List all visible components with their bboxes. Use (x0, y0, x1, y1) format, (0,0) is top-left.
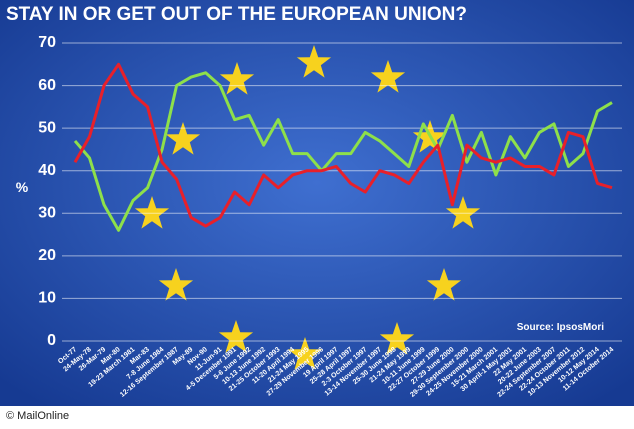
y-tick-label: 60 (38, 77, 56, 94)
y-tick-label: 20 (38, 247, 56, 264)
credit: © MailOnline (6, 410, 69, 422)
footer (0, 406, 634, 424)
y-tick-label: 10 (38, 290, 56, 307)
y-tick-label: 40 (38, 162, 56, 179)
series-line (73, 62, 613, 228)
chart-title: STAY IN OR GET OUT OF THE EUROPEAN UNION… (6, 4, 467, 25)
y-tick-label: 30 (38, 205, 56, 222)
y-tick-label: 0 (47, 332, 56, 349)
y-tick-label: 70 (38, 34, 56, 51)
series-line (73, 71, 613, 232)
y-axis-label: % (16, 179, 29, 195)
source: Source: IpsosMori (517, 322, 604, 333)
y-tick-label: 50 (38, 119, 56, 136)
